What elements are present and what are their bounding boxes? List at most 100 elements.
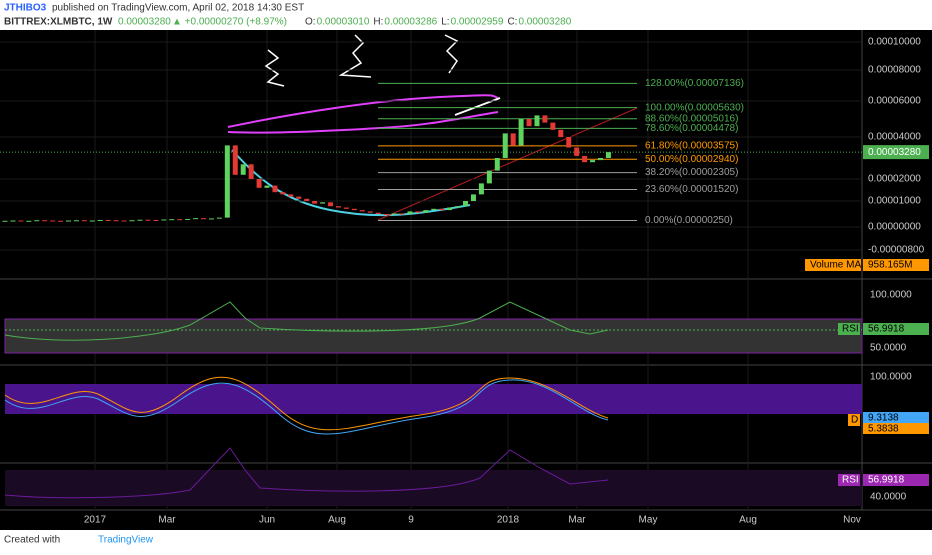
- candle: [391, 213, 397, 215]
- candle: [312, 201, 318, 204]
- rsi2-line: [4, 447, 609, 499]
- candle: [26, 220, 32, 222]
- candle: [240, 164, 246, 175]
- rsi-value: 56.9918: [868, 324, 905, 335]
- candle: [201, 218, 206, 220]
- candle: [351, 208, 357, 211]
- candle: [137, 219, 143, 221]
- candle: [113, 220, 119, 222]
- candle: [304, 198, 310, 201]
- price-label: 0.00002000: [868, 174, 921, 185]
- symbol: BITTREX:XLMBTC, 1W: [4, 17, 113, 28]
- footer-text: Created with: [4, 535, 60, 546]
- candle: [534, 115, 540, 127]
- stoch-band: [5, 384, 862, 414]
- candle: [415, 211, 421, 213]
- author[interactable]: JTHIBO3: [4, 3, 47, 14]
- price-label: 0.00004000: [868, 132, 921, 143]
- rsi2-value: 56.9918: [868, 475, 905, 486]
- candle: [256, 179, 262, 188]
- fib-label: 100.00%(0.00005630): [645, 102, 744, 113]
- price-label: 0.00008000: [868, 65, 921, 76]
- candle: [129, 220, 135, 222]
- rsi2-value-box: [863, 474, 929, 486]
- fib-label: 50.00%(0.00002940): [645, 154, 738, 165]
- candle: [145, 219, 151, 221]
- candle: [58, 220, 64, 222]
- stoch-d: [4, 379, 609, 435]
- candle: [248, 164, 254, 179]
- stoch-label-box: [848, 414, 860, 426]
- candle: [423, 210, 429, 213]
- candle: [97, 219, 103, 221]
- candle: [177, 219, 183, 221]
- candle: [447, 207, 453, 211]
- volume-ma-label: Volume MA: [810, 260, 861, 271]
- candle: [288, 194, 294, 197]
- candle: [431, 208, 437, 211]
- stoch-value: 5.3838: [868, 424, 899, 435]
- fib-label: 128.00%(0.00007136): [645, 78, 744, 89]
- ohlc: 0.00003010: [317, 17, 370, 28]
- ohlc: 0.00003286: [384, 17, 437, 28]
- candle: [590, 160, 596, 163]
- candle: [407, 211, 413, 214]
- candle: [343, 207, 349, 209]
- rsi2-label: RSI: [842, 475, 859, 486]
- stoch-tick: 100.0000: [870, 372, 912, 383]
- candle: [18, 220, 24, 222]
- candle: [367, 211, 373, 213]
- candle: [399, 213, 405, 215]
- chart-background: [0, 30, 932, 530]
- candle: [105, 219, 111, 221]
- volume-ma-box: [805, 259, 861, 271]
- candle: [558, 129, 564, 137]
- stoch-value-box: [863, 412, 929, 423]
- candle: [280, 192, 286, 195]
- candle: [73, 220, 79, 222]
- footer-brand[interactable]: TradingView: [98, 535, 154, 546]
- candle: [81, 220, 87, 222]
- rsi-tick: 100.0000: [870, 290, 912, 301]
- candle: [161, 219, 167, 221]
- fib-label: 0.00%(0.00000250): [645, 215, 733, 226]
- ohlc: H:: [373, 17, 383, 28]
- rsi-line: [4, 301, 609, 341]
- fib-label: 38.20%(0.00002305): [645, 167, 738, 178]
- candle: [224, 145, 230, 218]
- fib-label: 88.60%(0.00005016): [645, 113, 738, 124]
- last-price-box: [863, 145, 929, 160]
- candle: [185, 218, 191, 220]
- candle: [208, 218, 214, 220]
- time-label: 2018: [497, 515, 520, 526]
- ohlc: 0.00002959: [451, 17, 504, 28]
- candle: [439, 208, 445, 211]
- candle: [566, 137, 572, 148]
- price-label: 0.00006000: [868, 96, 921, 107]
- rsi2-tick: 40.0000: [870, 492, 907, 503]
- candle: [510, 133, 516, 146]
- time-label: May: [639, 515, 658, 526]
- rsi-value-box: [863, 323, 929, 335]
- ohlc: C:: [507, 17, 517, 28]
- time-label: Aug: [739, 515, 757, 526]
- candle: [486, 170, 492, 184]
- volume-box: [863, 259, 929, 271]
- stoch-k: [4, 376, 609, 431]
- candle: [193, 218, 199, 220]
- fib-label: 78.60%(0.00004478): [645, 123, 738, 134]
- candle: [34, 220, 40, 222]
- change: ▲ +0.00000270 (+8.97%): [172, 17, 287, 28]
- candle: [518, 119, 524, 146]
- fib-label: 23.60%(0.00001520): [645, 184, 738, 195]
- price-label: 0.00010000: [868, 37, 921, 48]
- candle: [470, 194, 476, 201]
- candle: [542, 115, 548, 123]
- candle: [328, 202, 334, 207]
- candle: [463, 201, 469, 207]
- candle: [2, 220, 8, 222]
- candle: [232, 145, 238, 175]
- price-label: 0.00001000: [868, 196, 921, 207]
- candle: [121, 220, 127, 222]
